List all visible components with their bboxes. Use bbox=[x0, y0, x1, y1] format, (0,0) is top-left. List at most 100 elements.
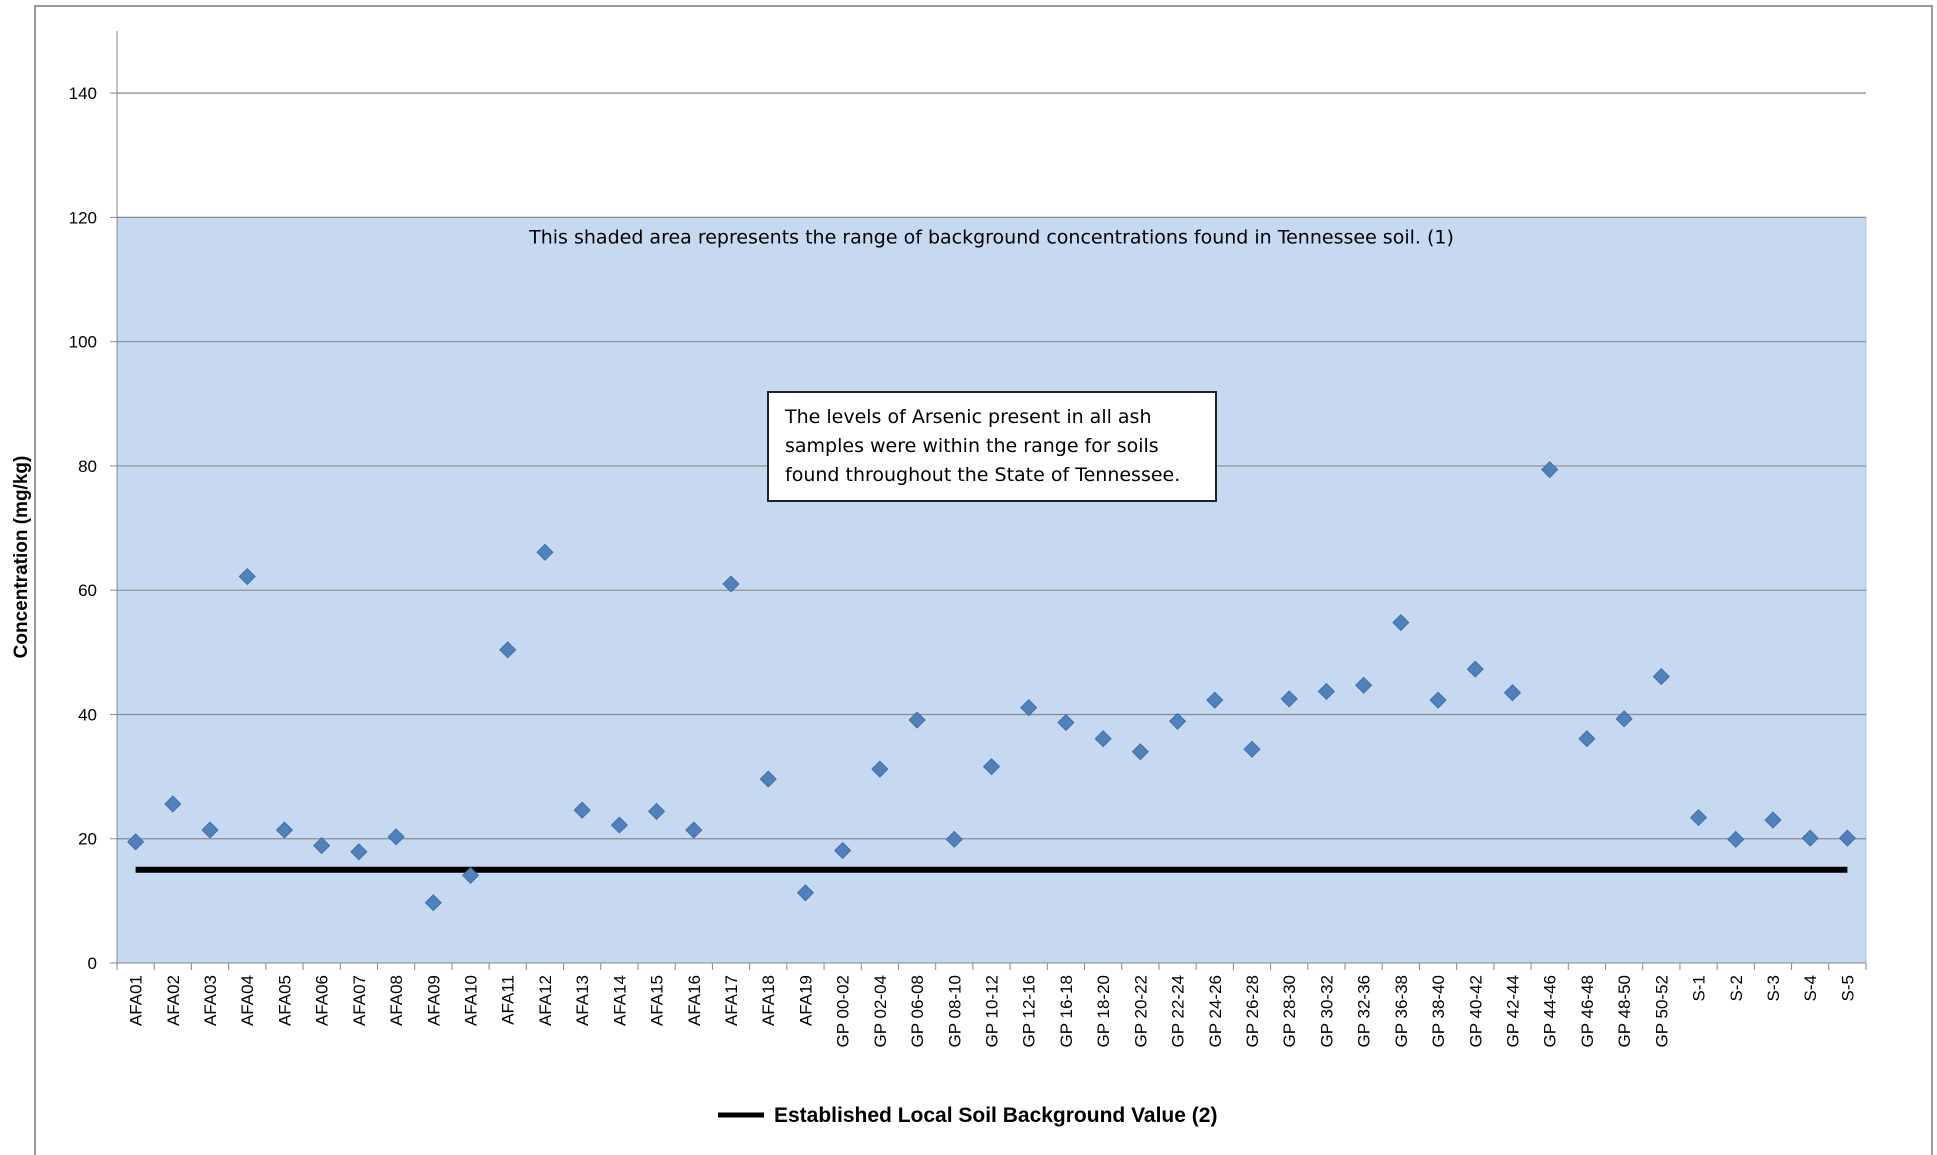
y-tick-label: 140 bbox=[69, 84, 97, 103]
point bbox=[1578, 730, 1596, 748]
x-tick-label: GP 28-30 bbox=[1280, 975, 1299, 1047]
point bbox=[722, 575, 740, 593]
x-tick-label: GP 42-44 bbox=[1503, 975, 1522, 1047]
x-tick-label: GP 30-32 bbox=[1317, 975, 1336, 1047]
point bbox=[573, 801, 591, 819]
x-tick-label: GP 40-42 bbox=[1466, 975, 1485, 1047]
x-tick-label: AFA09 bbox=[424, 975, 443, 1026]
x-tick-label: AFA12 bbox=[536, 975, 555, 1026]
y-tick-label: 60 bbox=[78, 581, 97, 600]
point bbox=[834, 841, 852, 860]
point bbox=[238, 567, 256, 586]
point bbox=[499, 641, 517, 659]
x-tick-label: S-2 bbox=[1727, 975, 1746, 1001]
x-tick-label: AFA15 bbox=[648, 975, 667, 1026]
x-tick-label: GP 00-02 bbox=[834, 975, 853, 1047]
point bbox=[1429, 691, 1447, 709]
point bbox=[1280, 690, 1298, 708]
point bbox=[1392, 613, 1410, 632]
x-tick-label: GP 08-10 bbox=[945, 975, 964, 1047]
x-tick-label: GP 48-50 bbox=[1615, 975, 1634, 1047]
point bbox=[1094, 730, 1112, 748]
point bbox=[1689, 809, 1708, 827]
point bbox=[648, 802, 666, 820]
y-tick-label: 120 bbox=[69, 208, 97, 227]
x-tick-label: AFA08 bbox=[387, 975, 406, 1026]
x-tick-label: GP 12-16 bbox=[1020, 975, 1039, 1047]
point bbox=[908, 711, 926, 729]
y-tick-label: 80 bbox=[78, 457, 97, 476]
point bbox=[164, 795, 182, 813]
point bbox=[796, 884, 815, 902]
x-tick-label: S-1 bbox=[1690, 975, 1709, 1001]
x-tick-label: AFA04 bbox=[238, 975, 257, 1026]
x-tick-label: GP 26-28 bbox=[1243, 975, 1262, 1047]
point bbox=[1131, 743, 1149, 761]
x-tick-label: AFA03 bbox=[201, 975, 220, 1026]
x-tick-label: S-4 bbox=[1801, 975, 1820, 1001]
x-tick-label: GP 16-18 bbox=[1057, 975, 1076, 1047]
annotation: The levels of Arsenic present in all ash… bbox=[767, 391, 1217, 502]
x-tick-label: GP 38-40 bbox=[1429, 975, 1448, 1047]
x-tick-label: AFA14 bbox=[610, 975, 629, 1026]
x-tick-label: AFA02 bbox=[164, 975, 183, 1026]
x-tick-label: GP 06-08 bbox=[908, 975, 927, 1047]
point bbox=[1838, 829, 1856, 847]
x-tick-label: GP 50-52 bbox=[1652, 975, 1671, 1047]
x-tick-label: AFA16 bbox=[685, 975, 704, 1026]
point bbox=[1503, 684, 1522, 702]
point bbox=[275, 821, 294, 839]
x-tick-label: AFA17 bbox=[722, 975, 741, 1026]
point bbox=[1466, 660, 1484, 678]
point bbox=[1727, 830, 1745, 848]
chart-border bbox=[34, 5, 1933, 1155]
point bbox=[313, 837, 331, 855]
point bbox=[1206, 691, 1224, 709]
point bbox=[387, 828, 405, 846]
point bbox=[1168, 712, 1187, 730]
point bbox=[1057, 713, 1075, 732]
point bbox=[201, 821, 219, 839]
point bbox=[461, 866, 480, 884]
x-tick-label: GP 20-22 bbox=[1131, 975, 1150, 1047]
point bbox=[1652, 667, 1670, 686]
y-tick-label: 100 bbox=[69, 333, 97, 352]
x-tick-label: AFA01 bbox=[127, 975, 146, 1026]
x-tick-label: GP 44-46 bbox=[1541, 975, 1560, 1047]
point bbox=[1541, 461, 1559, 479]
point bbox=[1801, 829, 1819, 847]
band-label: This shaded area represents the range of… bbox=[528, 226, 1454, 248]
point bbox=[424, 894, 442, 912]
point bbox=[945, 830, 963, 848]
point bbox=[350, 843, 368, 861]
point bbox=[536, 543, 554, 561]
x-tick-label: AFA13 bbox=[573, 975, 592, 1026]
x-tick-label: AFA07 bbox=[350, 975, 369, 1026]
point bbox=[1020, 699, 1038, 717]
point bbox=[1355, 676, 1373, 694]
point bbox=[610, 816, 628, 834]
x-tick-label: AFA18 bbox=[759, 975, 778, 1026]
legend-label: Established Local Soil Background Value … bbox=[774, 1104, 1217, 1127]
x-tick-label: GP 22-24 bbox=[1169, 975, 1188, 1047]
x-tick-label: AFA10 bbox=[462, 975, 481, 1026]
point bbox=[871, 760, 889, 778]
x-tick-label: S-5 bbox=[1838, 975, 1857, 1001]
point bbox=[685, 821, 703, 839]
x-tick-label: GP 18-20 bbox=[1094, 975, 1113, 1047]
point bbox=[759, 770, 777, 788]
x-tick-label: GP 46-48 bbox=[1578, 975, 1597, 1047]
y-tick-label: 0 bbox=[88, 954, 97, 973]
y-tick-label: 20 bbox=[78, 830, 97, 849]
x-tick-label: GP 10-12 bbox=[983, 975, 1002, 1047]
x-tick-label: AFA05 bbox=[275, 975, 294, 1026]
point bbox=[1615, 710, 1633, 728]
x-tick-label: S-3 bbox=[1764, 975, 1783, 1001]
y-tick-label: 40 bbox=[78, 705, 97, 724]
point bbox=[1243, 740, 1261, 758]
y-axis-label: Concentration (mg/kg) bbox=[11, 456, 32, 659]
x-tick-label: AFA11 bbox=[499, 975, 518, 1025]
x-tick-label: GP 36-38 bbox=[1392, 975, 1411, 1047]
